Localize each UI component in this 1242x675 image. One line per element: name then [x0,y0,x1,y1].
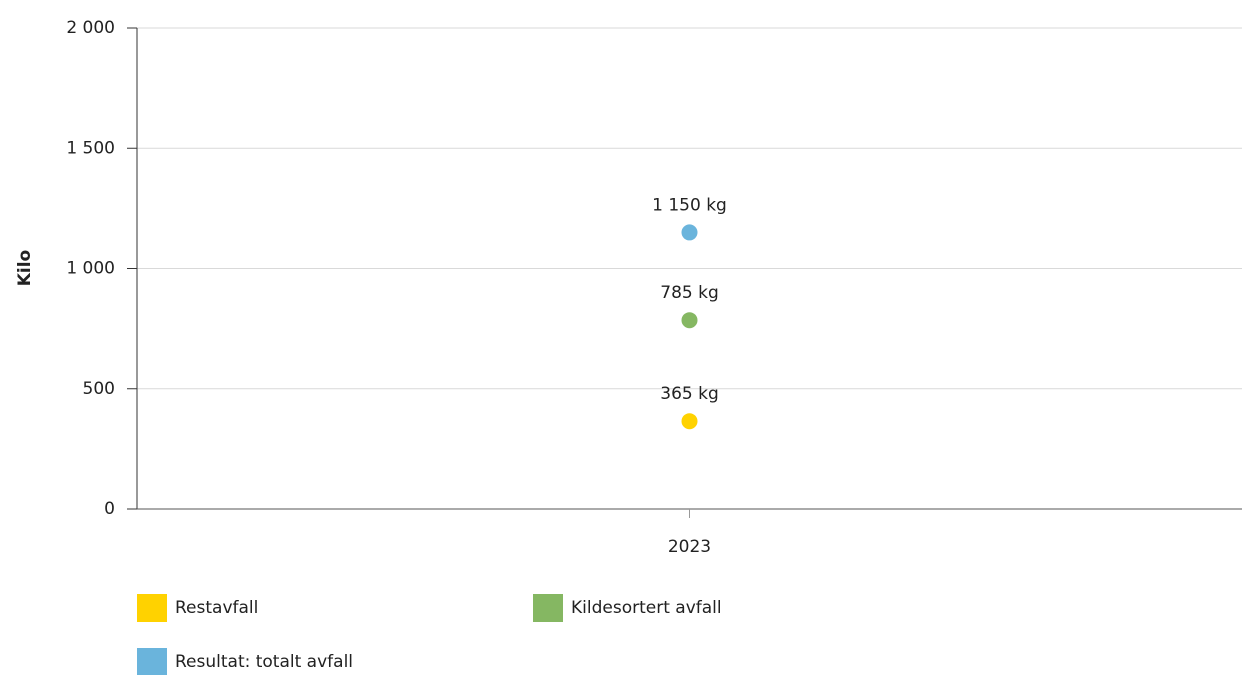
data-label: 785 kg [660,283,719,303]
data-label: 1 150 kg [652,195,727,215]
y-tick-label: 2 000 [66,18,115,38]
y-axis-label: Kilo [15,250,35,287]
legend-label: Restavfall [175,598,258,618]
dot [681,312,698,329]
legend-swatch [533,594,563,622]
y-tick-label: 500 [83,379,115,399]
legend-label: Kildesortert avfall [571,598,722,618]
y-tick-label: 1 000 [66,259,115,279]
data-label: 365 kg [660,384,719,404]
dot [681,224,698,241]
dot [681,413,698,430]
legend-label: Resultat: totalt avfall [175,652,353,672]
y-tick-label: 0 [104,499,115,519]
x-tick-label: 2023 [668,537,711,557]
y-tick-label: 1 500 [66,138,115,158]
legend-swatch [137,648,167,675]
legend-swatch [137,594,167,622]
